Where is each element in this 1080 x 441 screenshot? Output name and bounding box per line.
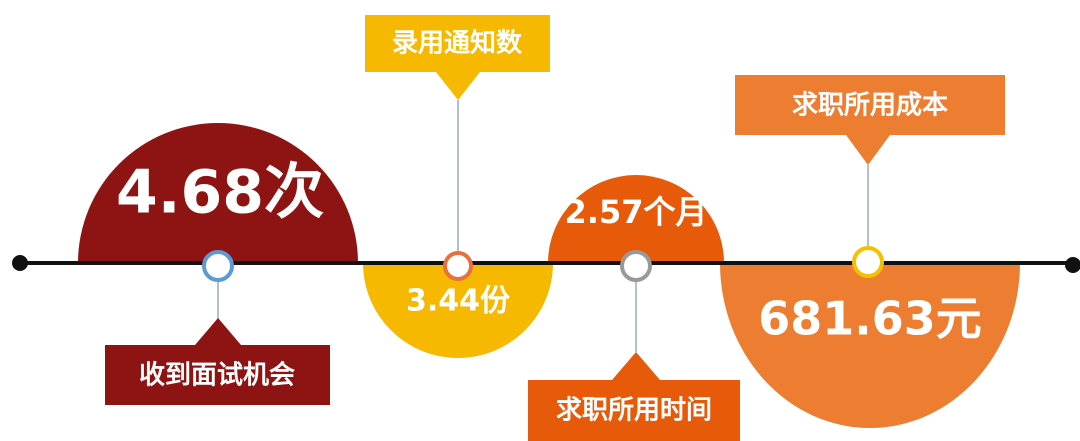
- value-text: 3.44份: [406, 284, 510, 319]
- arrow: [195, 318, 241, 345]
- arrow: [612, 352, 660, 380]
- label-text: 录用通知数: [392, 29, 523, 59]
- timeline-end: [12, 255, 28, 271]
- label-box: [735, 75, 1005, 135]
- value-shape: [78, 123, 358, 263]
- label-text: 收到面试机会: [139, 361, 295, 391]
- value-text: 681.63元: [758, 292, 982, 346]
- value-shape: [548, 175, 724, 263]
- label-box: [528, 380, 740, 441]
- value-shape: [363, 263, 553, 358]
- value-text: 2.57个月: [565, 193, 708, 231]
- timeline-end: [1065, 257, 1080, 273]
- label-box: [365, 15, 550, 72]
- label-box: [105, 345, 330, 405]
- arrow: [436, 72, 480, 100]
- marker: [620, 250, 652, 282]
- value-shape: [720, 263, 1020, 428]
- marker: [443, 251, 473, 281]
- label-text: 求职所用时间: [556, 396, 712, 426]
- marker: [202, 250, 234, 282]
- marker: [852, 246, 884, 278]
- arrow: [846, 135, 890, 165]
- value-text: 4.68次: [116, 158, 324, 228]
- label-text: 求职所用成本: [792, 91, 948, 121]
